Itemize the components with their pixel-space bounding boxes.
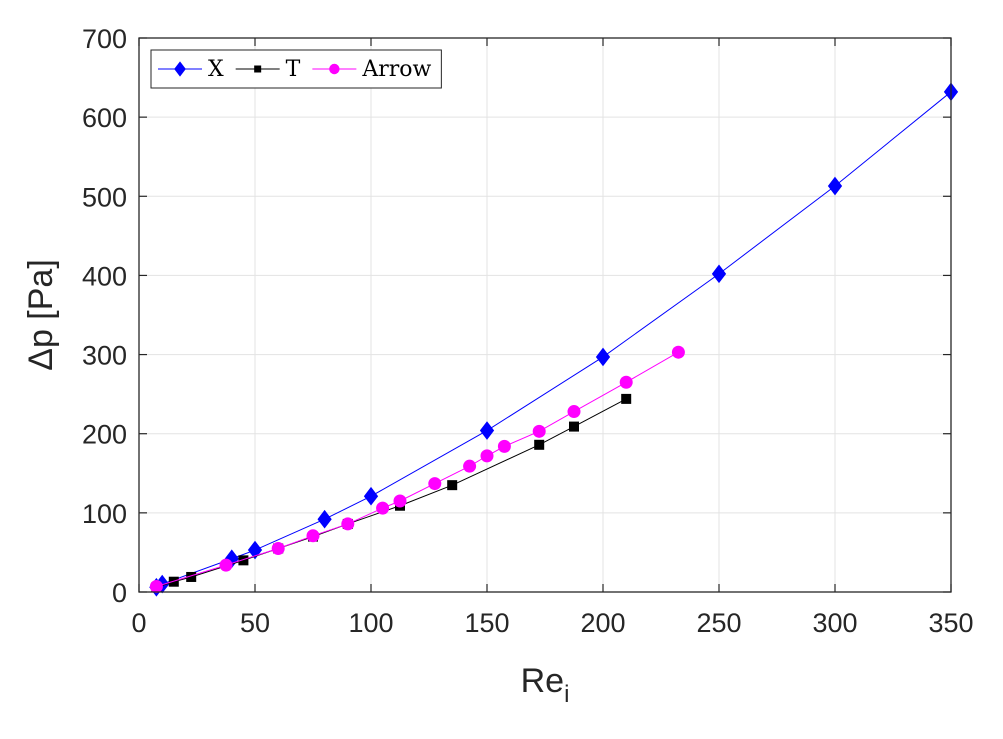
- data-point-arrow: [341, 517, 355, 531]
- grid: [138, 37, 952, 593]
- data-point-t: [238, 555, 249, 566]
- x-tick-label: 200: [580, 608, 625, 638]
- data-point-arrow: [306, 529, 320, 543]
- legend-item-arrow: Arrow: [312, 57, 432, 82]
- data-point-arrow: [619, 375, 633, 389]
- data-point-x: [711, 264, 727, 284]
- x-axis-label: Rei: [521, 662, 570, 708]
- data-point-x: [317, 509, 332, 529]
- legend-label: X: [208, 57, 224, 82]
- data-point-x: [479, 421, 495, 440]
- data-point-arrow: [271, 541, 285, 555]
- data-point-t: [168, 576, 179, 587]
- data-point-arrow: [497, 439, 511, 453]
- x-tick-label: 100: [348, 608, 393, 638]
- tick-labels: 0 50 100 150 200 250 300 350 0 100 200 300 400 500 600…: [82, 24, 974, 638]
- data-point-arrow: [532, 424, 546, 438]
- data-point-t: [534, 439, 545, 450]
- data-point-arrow: [219, 558, 233, 572]
- y-tick-label: 200: [82, 420, 127, 450]
- legend-item-t: T: [235, 57, 301, 82]
- plot-frame: [138, 37, 952, 593]
- y-tick-label: 400: [82, 261, 127, 291]
- y-tick-label: 100: [82, 499, 127, 529]
- plot-area: [139, 38, 951, 592]
- x-tick-label: 350: [928, 608, 973, 638]
- ticks: [138, 37, 952, 593]
- legend-marker: [254, 65, 262, 73]
- data-point-arrow: [480, 449, 494, 463]
- series-layer: [149, 82, 959, 597]
- data-point-t: [621, 393, 632, 404]
- legend-label: Arrow: [361, 57, 431, 82]
- x-tick-label: 250: [696, 608, 741, 638]
- legend-marker: [329, 63, 340, 75]
- y-tick-label: 700: [82, 24, 127, 54]
- data-point-arrow: [393, 494, 407, 508]
- x-tick-label: 150: [464, 608, 509, 638]
- x-tick-label: 50: [240, 608, 270, 638]
- data-point-arrow: [671, 345, 685, 359]
- y-tick-label: 600: [82, 103, 127, 133]
- legend-item-x: X: [158, 57, 224, 82]
- x-tick-label: 300: [812, 608, 857, 638]
- data-point-t: [447, 480, 458, 491]
- legend-label: T: [286, 57, 301, 82]
- y-tick-label: 300: [82, 341, 127, 371]
- data-point-x: [827, 176, 843, 196]
- data-point-arrow: [376, 501, 390, 515]
- data-point-arrow: [149, 579, 163, 593]
- legend: X T Arrow: [150, 49, 442, 89]
- y-axis-label: Δp [Pa]: [22, 259, 60, 371]
- data-point-x: [363, 486, 379, 506]
- data-point-t: [569, 421, 579, 432]
- data-point-x: [595, 347, 611, 367]
- data-point-arrow: [567, 405, 581, 419]
- y-tick-label: 0: [112, 578, 127, 608]
- data-point-arrow: [463, 459, 477, 473]
- y-tick-label: 500: [82, 182, 127, 212]
- series-arrow: [149, 345, 685, 593]
- x-tick-label: 0: [131, 608, 146, 638]
- legend-marker: [174, 61, 186, 77]
- data-point-arrow: [428, 477, 442, 491]
- data-point-t: [186, 571, 197, 582]
